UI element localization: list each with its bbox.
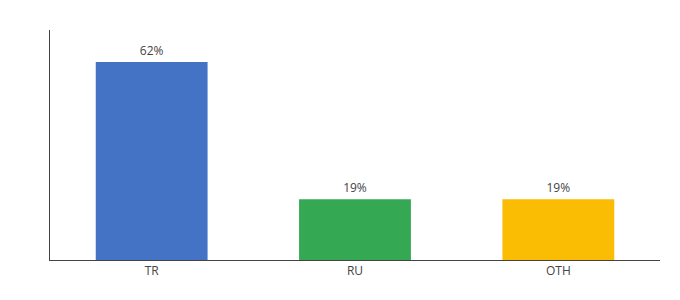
svg-text:19%: 19% [546, 179, 570, 196]
svg-text:OTH: OTH [546, 262, 571, 279]
svg-text:RU: RU [347, 262, 363, 279]
svg-text:TR: TR [145, 262, 160, 279]
svg-text:19%: 19% [343, 179, 367, 196]
svg-text:62%: 62% [140, 42, 164, 59]
